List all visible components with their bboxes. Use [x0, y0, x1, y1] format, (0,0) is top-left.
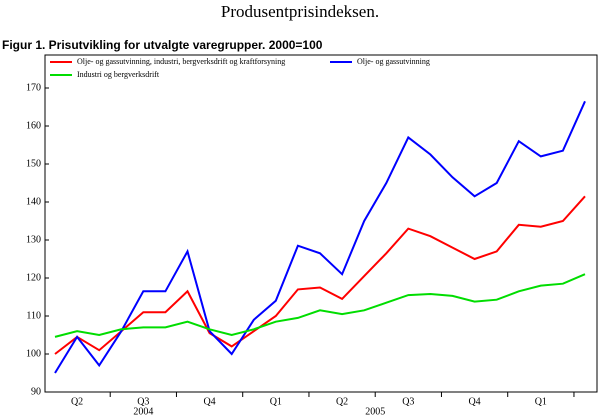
- x-tick-label: Q3: [402, 396, 414, 407]
- y-tick-label: 160: [26, 120, 41, 131]
- y-tick-label: 150: [26, 158, 41, 169]
- legend-label: Olje- og gassutvinning, industri, bergve…: [77, 57, 285, 66]
- year-label: 2005: [365, 406, 385, 416]
- x-tick-label: Q4: [203, 396, 215, 407]
- y-tick-label: 100: [26, 348, 41, 359]
- y-tick-label: 110: [26, 310, 41, 321]
- y-tick-label: 170: [26, 82, 41, 93]
- y-tick-label: 120: [26, 272, 41, 283]
- x-tick-label: Q2: [71, 396, 83, 407]
- x-tick-label: Q3: [137, 396, 149, 407]
- legend-label: Industri og bergverksdrift: [77, 70, 160, 79]
- year-label: 2004: [133, 406, 153, 416]
- series-line: [54, 100, 586, 374]
- y-tick-label: 130: [26, 234, 41, 245]
- x-tick-label: Q2: [336, 396, 348, 407]
- x-tick-label: Q1: [535, 396, 547, 407]
- y-tick-label: 140: [26, 196, 41, 207]
- chart-title: Produsentprisindeksen.: [221, 2, 379, 21]
- chart-subtitle: Figur 1. Prisutvikling for utvalgte vare…: [2, 38, 323, 52]
- series-line: [54, 273, 586, 338]
- legend-label: Olje- og gassutvinning: [357, 57, 430, 66]
- y-tick-label: 90: [31, 386, 41, 397]
- x-tick-label: Q4: [468, 396, 480, 407]
- x-tick-label: Q1: [270, 396, 282, 407]
- series-line: [54, 195, 586, 355]
- plot-frame: [44, 54, 598, 393]
